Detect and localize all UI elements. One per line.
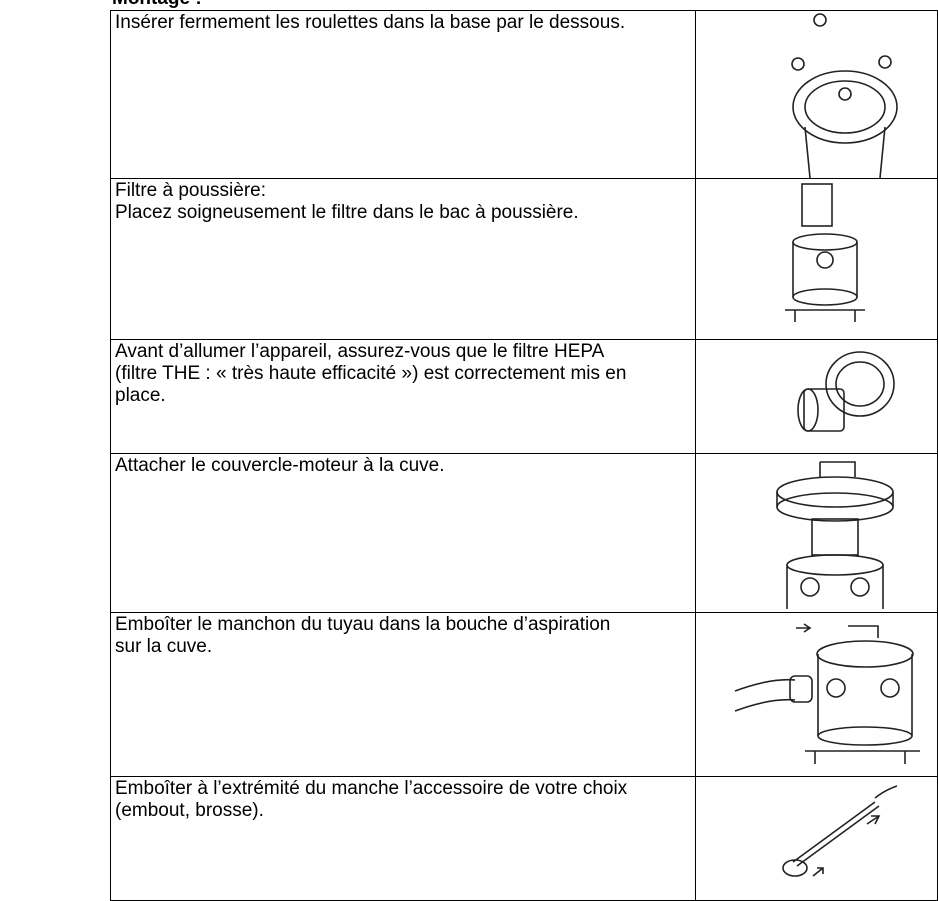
illustration-hepa-filter bbox=[797, 351, 895, 432]
instruction-text: sur la cuve. bbox=[115, 636, 213, 657]
instruction-text: Filtre à poussière: bbox=[115, 180, 267, 201]
instruction-text: Placez soigneusement le filtre dans le b… bbox=[115, 202, 579, 223]
instruction-text: (filtre THE : « très haute efficacité »)… bbox=[115, 363, 627, 384]
instruction-text: Emboîter le manchon du tuyau dans la bou… bbox=[115, 614, 611, 635]
illustration-dust-filter bbox=[785, 183, 865, 322]
instruction-text: place. bbox=[115, 385, 166, 406]
illustration-casters bbox=[791, 13, 898, 178]
page: Montage : Insérer fermement les roulette… bbox=[110, 0, 938, 901]
illustration-motor-lid bbox=[776, 461, 894, 609]
instruction-text: Attacher le couvercle-moteur à la cuve. bbox=[115, 455, 445, 476]
section-title: Montage : bbox=[112, 0, 202, 10]
text-cell bbox=[110, 453, 696, 613]
illustration-accessory bbox=[782, 785, 898, 877]
instruction-text: Insérer fermement les roulettes dans la … bbox=[115, 12, 626, 33]
text-cell bbox=[110, 10, 696, 179]
instruction-text: Avant d’allumer l’appareil, assurez-vous… bbox=[115, 341, 605, 362]
instruction-text: Emboîter à l’extrémité du manche l’acces… bbox=[115, 778, 628, 799]
illustration-hose bbox=[734, 623, 920, 764]
instruction-text: (embout, brosse). bbox=[115, 800, 264, 821]
